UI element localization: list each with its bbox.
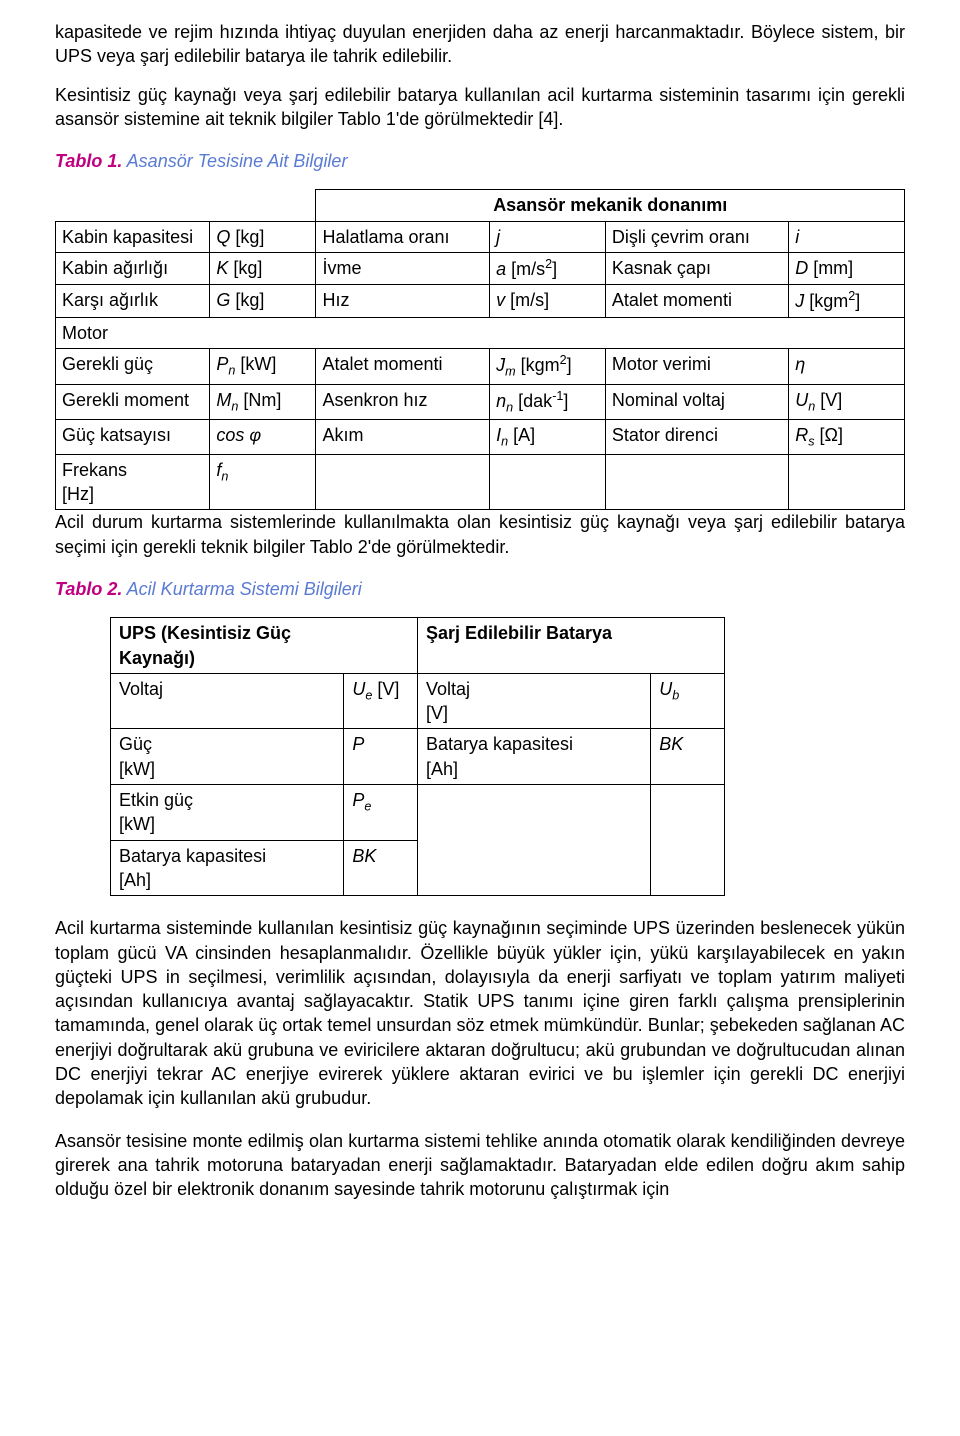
table-1: Asansör mekanik donanımı Kabin kapasites… — [55, 189, 905, 510]
cell: Gerekli güç — [56, 348, 210, 384]
cell: j — [490, 221, 606, 252]
cell: Rs [Ω] — [789, 420, 905, 455]
table1-caption-text: Asansör Tesisine Ait Bilgiler — [122, 151, 347, 171]
cell: Şarj Edilebilir Batarya — [417, 618, 724, 674]
cell: η — [789, 348, 905, 384]
table-row: UPS (Kesintisiz GüçKaynağı) Şarj Edilebi… — [111, 618, 725, 674]
table-row: Güç[kW] P Batarya kapasitesi[Ah] BK — [111, 729, 725, 785]
cell: UPS (Kesintisiz GüçKaynağı) — [111, 618, 418, 674]
cell: Atalet momenti — [605, 285, 788, 317]
cell: K [kg] — [210, 253, 316, 285]
cell — [490, 454, 606, 510]
cell: J [kgm2] — [789, 285, 905, 317]
table2-caption: Tablo 2. Acil Kurtarma Sistemi Bilgileri — [55, 577, 905, 601]
cell: Asenkron hız — [316, 384, 490, 420]
cell: P — [344, 729, 418, 785]
cell: Ub — [651, 673, 725, 729]
cell: Ue [V] — [344, 673, 418, 729]
cell: Hız — [316, 285, 490, 317]
cell: Frekans[Hz] — [56, 454, 210, 510]
cell — [789, 454, 905, 510]
cell — [417, 785, 650, 896]
cell: D [mm] — [789, 253, 905, 285]
cell: Voltaj[V] — [417, 673, 650, 729]
cell: Kabin kapasitesi — [56, 221, 210, 252]
cell: Güç katsayısı — [56, 420, 210, 455]
cell: Karşı ağırlık — [56, 285, 210, 317]
cell: fn — [210, 454, 316, 510]
cell: cos φ — [210, 420, 316, 455]
cell: Pn [kW] — [210, 348, 316, 384]
table1-header: Asansör mekanik donanımı — [316, 190, 905, 221]
cell: Dişli çevrim oranı — [605, 221, 788, 252]
cell — [651, 785, 725, 896]
table-row: Kabin kapasitesi Q [kg] Halatlama oranı … — [56, 221, 905, 252]
cell — [316, 454, 490, 510]
cell: Q [kg] — [210, 221, 316, 252]
cell: Kabin ağırlığı — [56, 253, 210, 285]
cell: i — [789, 221, 905, 252]
table-2: UPS (Kesintisiz GüçKaynağı) Şarj Edilebi… — [110, 617, 725, 896]
cell: Etkin güç[kW] — [111, 785, 344, 841]
table-row: Karşı ağırlık G [kg] Hız v [m/s] Atalet … — [56, 285, 905, 317]
cell: Güç[kW] — [111, 729, 344, 785]
cell: İvme — [316, 253, 490, 285]
table-row: Etkin güç[kW] Pe — [111, 785, 725, 841]
table-row: Frekans[Hz] fn — [56, 454, 905, 510]
cell: BK — [651, 729, 725, 785]
cell: In [A] — [490, 420, 606, 455]
cell: Voltaj — [111, 673, 344, 729]
cell-motor: Motor — [56, 317, 905, 348]
cell: a [m/s2] — [490, 253, 606, 285]
cell: Kasnak çapı — [605, 253, 788, 285]
table-row: Gerekli güç Pn [kW] Atalet momenti Jm [k… — [56, 348, 905, 384]
table-row: Gerekli moment Mn [Nm] Asenkron hız nn [… — [56, 384, 905, 420]
table2-caption-lead: Tablo 2. — [55, 579, 122, 599]
paragraph-5: Asansör tesisine monte edilmiş olan kurt… — [55, 1129, 905, 1202]
cell: Pe — [344, 785, 418, 841]
cell: Mn [Nm] — [210, 384, 316, 420]
cell: Nominal voltaj — [605, 384, 788, 420]
cell: nn [dak-1] — [490, 384, 606, 420]
table-row: Voltaj Ue [V] Voltaj[V] Ub — [111, 673, 725, 729]
cell: Atalet momenti — [316, 348, 490, 384]
cell — [605, 454, 788, 510]
cell: G [kg] — [210, 285, 316, 317]
cell: Halatlama oranı — [316, 221, 490, 252]
cell: Un [V] — [789, 384, 905, 420]
cell: Batarya kapasitesi[Ah] — [111, 840, 344, 896]
table-row: Güç katsayısı cos φ Akım In [A] Stator d… — [56, 420, 905, 455]
cell: Motor verimi — [605, 348, 788, 384]
cell: Akım — [316, 420, 490, 455]
cell: Gerekli moment — [56, 384, 210, 420]
table-row: Kabin ağırlığı K [kg] İvme a [m/s2] Kasn… — [56, 253, 905, 285]
paragraph-3: Acil durum kurtarma sistemlerinde kullan… — [55, 510, 905, 559]
table1-caption: Tablo 1. Asansör Tesisine Ait Bilgiler — [55, 149, 905, 173]
cell: Batarya kapasitesi[Ah] — [417, 729, 650, 785]
cell: Stator direnci — [605, 420, 788, 455]
cell: Jm [kgm2] — [490, 348, 606, 384]
table2-caption-text: Acil Kurtarma Sistemi Bilgileri — [122, 579, 361, 599]
table-row: Motor — [56, 317, 905, 348]
cell: BK — [344, 840, 418, 896]
table1-caption-lead: Tablo 1. — [55, 151, 122, 171]
cell: v [m/s] — [490, 285, 606, 317]
paragraph-1: kapasitede ve rejim hızında ihtiyaç duyu… — [55, 20, 905, 69]
paragraph-2: Kesintisiz güç kaynağı veya şarj edilebi… — [55, 83, 905, 132]
paragraph-4: Acil kurtarma sisteminde kullanılan kesi… — [55, 916, 905, 1110]
